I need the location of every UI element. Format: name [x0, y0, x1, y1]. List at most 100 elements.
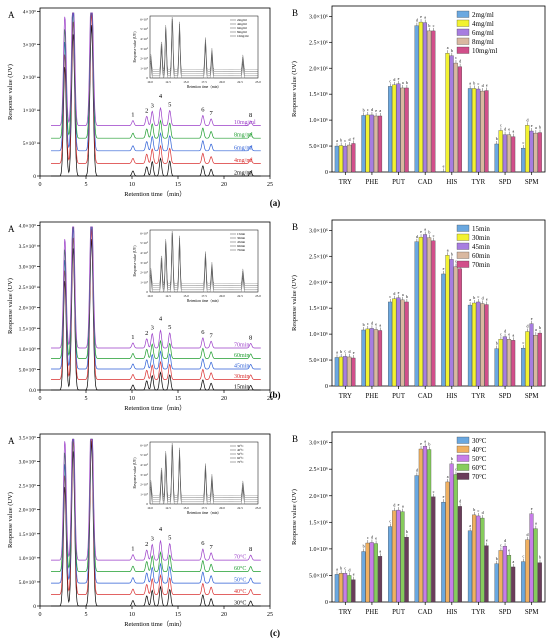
peak-number-label: 3 — [151, 102, 154, 109]
significance-letter: a — [512, 559, 514, 564]
significance-letter: d — [348, 137, 350, 142]
bar-frame — [331, 431, 546, 603]
significance-letter: d — [504, 538, 506, 543]
legend-label: 60°C — [472, 464, 487, 472]
peak-number-label: 4 — [159, 93, 163, 100]
bar-ytick-label: 5.0×10⁵ — [309, 573, 328, 579]
bar — [404, 87, 409, 173]
bar — [392, 298, 397, 387]
significance-letter: c — [500, 123, 502, 128]
bar-ytick-label: 2.5×10⁶ — [309, 467, 328, 473]
inset-ytick-label: 2×10⁵ — [140, 271, 148, 275]
peak-number-label: 7 — [209, 110, 213, 117]
inset-xtick-label: 22.5 — [237, 80, 243, 84]
chromatogram-xtick-label: 5 — [85, 182, 88, 188]
significance-letter: d — [416, 18, 418, 23]
bar-ytick-label: 3.0×10⁶ — [309, 14, 328, 20]
chromatogram-ylabel: Response value (UV) — [7, 492, 14, 548]
bar — [525, 125, 530, 173]
chromatogram-xlabel: Retention time（min） — [124, 620, 186, 628]
bar — [373, 543, 378, 603]
panel-letter-a: A — [8, 436, 15, 446]
chromatogram-trace-4 — [51, 12, 261, 126]
bar-category-label: CAD — [418, 393, 432, 400]
peak-number-label: 6 — [201, 107, 205, 114]
bar — [498, 130, 503, 173]
bar — [537, 132, 542, 173]
bar — [529, 323, 534, 387]
bar — [494, 143, 499, 173]
figure-row-b: 0.0 5.0×10⁵ 1.0×10⁶ 1.5×10⁶ 2.0×10⁶ 2.5×10⁶ 3.… — [7, 219, 546, 412]
inset-ytick-label: 5×10⁵ — [140, 27, 148, 31]
inset-ytick-label: 2×10⁵ — [140, 483, 148, 487]
significance-letter: d — [482, 83, 484, 88]
bar — [343, 145, 348, 173]
chromatogram-trace-label: 10mg/ml — [234, 120, 256, 126]
bar-ytick-label: 0 — [325, 170, 328, 176]
peak-number-label: 5 — [168, 535, 171, 542]
significance-letter: e — [486, 83, 488, 88]
bar — [373, 115, 378, 173]
figure-row-c: 0 5.0×10⁵ 1.0×10⁶ 1.5×10⁶ 2.0×10⁶ 2.5×10⁶ 3.0×… — [7, 431, 546, 638]
inset-legend-label: 70min — [237, 248, 246, 252]
bar — [445, 255, 450, 387]
bar-category-label: CAD — [418, 179, 432, 186]
bar — [343, 573, 348, 603]
inset-xtick-label: 20.0 — [219, 506, 225, 510]
chromatogram-trace-label: 6mg/ml — [234, 145, 253, 151]
significance-letter: e — [531, 506, 533, 511]
chromatogram-xtick-label: 0 — [39, 396, 42, 402]
bar — [422, 234, 428, 387]
inset-ytick-label: 3×10⁵ — [140, 473, 148, 477]
bar-ylabel: Response value (UV) — [291, 489, 298, 545]
legend-label: 8mg/ml — [472, 38, 494, 46]
chromatogram-xtick-label: 25 — [267, 396, 273, 402]
significance-letter: a — [447, 45, 449, 50]
significance-letter: e — [375, 108, 377, 113]
chromatogram-trace-0 — [51, 441, 261, 607]
peak-number-label: 7 — [209, 544, 213, 551]
bar — [396, 509, 401, 603]
bar-ytick-label: 1.5×10⁶ — [309, 306, 328, 312]
bar-category-label: PHE — [366, 393, 379, 400]
chromatogram-trace-2 — [51, 12, 261, 152]
chromatogram-xtick-label: 10 — [129, 396, 135, 402]
bar — [347, 356, 352, 387]
panel-letter-a: A — [8, 10, 15, 20]
peak-number-label: 8 — [249, 546, 252, 553]
bar — [422, 22, 428, 173]
bar — [351, 143, 356, 173]
significance-letter: d — [459, 59, 461, 64]
chromatogram-ytick-label: 2.5×10⁶ — [19, 484, 36, 490]
bar — [378, 330, 383, 387]
significance-letter: d — [527, 532, 529, 537]
chromatogram-trace-label: 30°C — [234, 600, 246, 607]
inset-xtick-label: 25.0 — [255, 294, 261, 298]
bar — [506, 339, 512, 387]
significance-letter: b — [539, 555, 541, 560]
chromatogram-ytick-label: 3.5×10⁶ — [19, 435, 36, 441]
peak-number-label: 5 — [168, 101, 171, 108]
bar — [365, 328, 370, 387]
chromatogram-trace-label: 8mg/ml — [234, 133, 253, 139]
chromatogram-trace-label: 15min — [234, 385, 249, 391]
chromatogram-xtick-label: 15 — [175, 396, 181, 402]
bar — [525, 331, 530, 387]
peak-number-label: 6 — [201, 329, 205, 336]
bar-category-label: SPM — [525, 393, 539, 400]
chromatogram-trace-label: 30min — [234, 374, 249, 380]
bar — [388, 301, 393, 387]
inset-legend-label: 60°C — [237, 456, 244, 460]
bar — [414, 25, 419, 173]
bar — [369, 542, 374, 603]
bar — [533, 335, 538, 387]
significance-letter: e — [353, 135, 355, 140]
inset-xtick-label: 17.5 — [201, 80, 207, 84]
significance-letter: c — [455, 467, 457, 472]
chromatogram-trace-3 — [51, 438, 261, 572]
legend-label: 40°C — [472, 446, 487, 454]
significance-letter: b — [451, 251, 453, 256]
inset-xtick-label: 20.0 — [219, 80, 225, 84]
significance-letter: b — [406, 529, 408, 534]
